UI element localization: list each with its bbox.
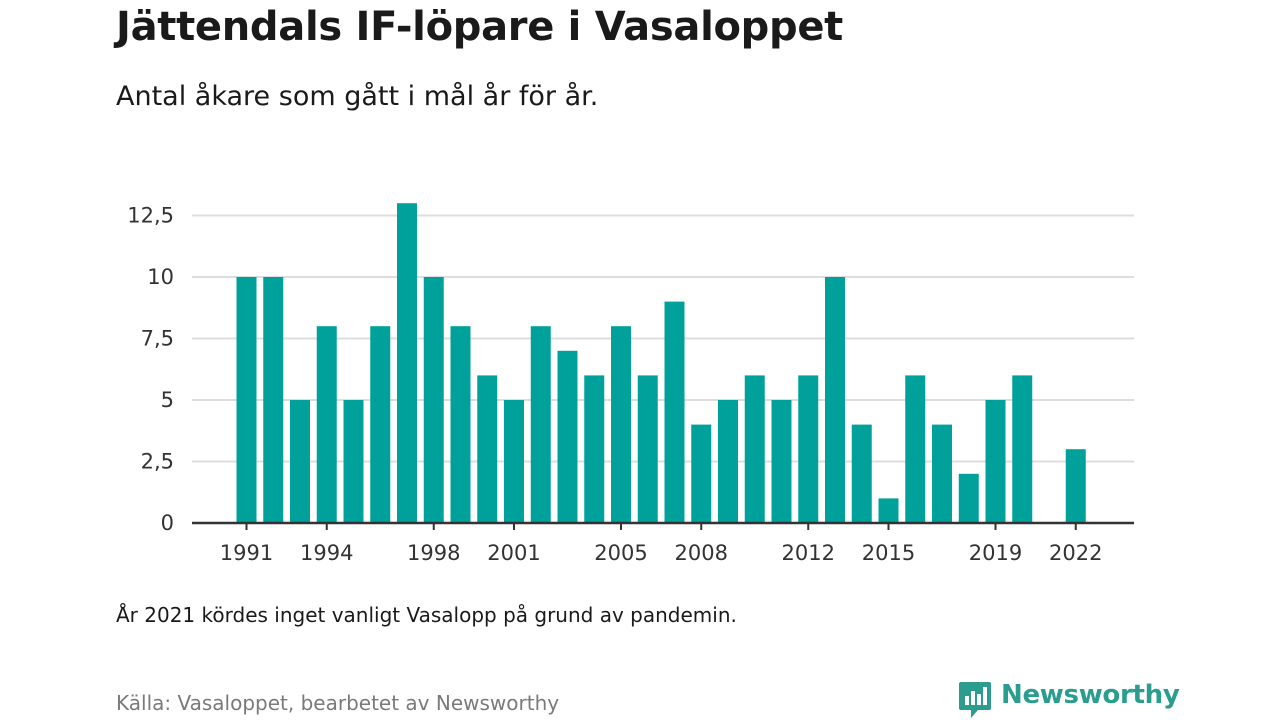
x-tick-label: 2022 bbox=[1049, 541, 1102, 565]
bar-2013 bbox=[825, 277, 845, 523]
newsworthy-logo: Newsworthy bbox=[958, 680, 1180, 720]
bar-2010 bbox=[744, 375, 765, 523]
bar-2004 bbox=[584, 375, 605, 523]
bar-1997 bbox=[397, 203, 417, 523]
bar-2016 bbox=[905, 375, 926, 523]
bar-2005 bbox=[611, 326, 631, 523]
x-tick-label: 1991 bbox=[220, 541, 273, 565]
bar-chart: 0 2,5 5 7,5 10 12,5 1991 1994 1998 2001 2005 2008 2… bbox=[127, 203, 1134, 565]
chart-subtitle: Antal åkare som gått i mål år för år. bbox=[116, 81, 599, 112]
y-tick-label: 5 bbox=[161, 388, 174, 412]
bar-2019 bbox=[985, 400, 1006, 523]
bar-2008 bbox=[691, 424, 712, 523]
source-credit: Källa: Vasaloppet, bearbetet av Newswort… bbox=[116, 691, 560, 715]
x-tick-label: 2015 bbox=[862, 541, 915, 565]
bar-2011 bbox=[771, 400, 792, 523]
bar-2012 bbox=[798, 375, 819, 523]
bar-1994 bbox=[316, 326, 337, 523]
y-tick-label: 2,5 bbox=[141, 450, 174, 474]
bar-2000 bbox=[477, 375, 498, 523]
bar-2017 bbox=[932, 424, 952, 523]
bar-1992 bbox=[263, 277, 284, 523]
bar-2002 bbox=[530, 326, 551, 523]
x-tick-label: 2012 bbox=[782, 541, 835, 565]
bar-2009 bbox=[718, 400, 738, 523]
bar-2001 bbox=[504, 400, 524, 523]
y-axis-tick-labels: 0 2,5 5 7,5 10 12,5 bbox=[127, 204, 174, 536]
x-tick-label: 2005 bbox=[594, 541, 647, 565]
logo-text: Newsworthy bbox=[1001, 680, 1180, 710]
newsworthy-logo-icon bbox=[959, 682, 991, 718]
bar-1991 bbox=[236, 277, 257, 523]
bar-1996 bbox=[370, 326, 391, 523]
bars bbox=[236, 203, 1086, 523]
bar-2014 bbox=[851, 424, 872, 523]
x-tick-label: 2019 bbox=[969, 541, 1022, 565]
bar-2022 bbox=[1065, 449, 1086, 523]
bar-1995 bbox=[343, 400, 364, 523]
y-tick-label: 10 bbox=[147, 265, 174, 289]
x-axis-tick-labels: 1991 1994 1998 2001 2005 2008 2012 2015 2019 2022 bbox=[220, 523, 1102, 565]
x-tick-label: 2008 bbox=[675, 541, 728, 565]
bar-1999 bbox=[450, 326, 471, 523]
bar-2007 bbox=[664, 301, 685, 523]
bar-2020 bbox=[1012, 375, 1033, 523]
bar-1993 bbox=[290, 400, 310, 523]
x-tick-label: 1998 bbox=[407, 541, 460, 565]
x-tick-label: 1994 bbox=[300, 541, 353, 565]
chart-title: Jättendals IF-löpare i Vasaloppet bbox=[116, 4, 843, 50]
y-tick-label: 12,5 bbox=[127, 204, 174, 228]
bar-1998 bbox=[423, 277, 444, 523]
bar-2006 bbox=[637, 375, 658, 523]
y-tick-label: 0 bbox=[161, 511, 174, 535]
y-tick-label: 7,5 bbox=[141, 327, 174, 351]
x-tick-label: 2001 bbox=[487, 541, 540, 565]
chart-note: År 2021 kördes inget vanligt Vasalopp på… bbox=[116, 603, 737, 627]
bar-2015 bbox=[878, 498, 899, 523]
bar-2018 bbox=[958, 473, 979, 523]
bar-2003 bbox=[557, 350, 578, 523]
